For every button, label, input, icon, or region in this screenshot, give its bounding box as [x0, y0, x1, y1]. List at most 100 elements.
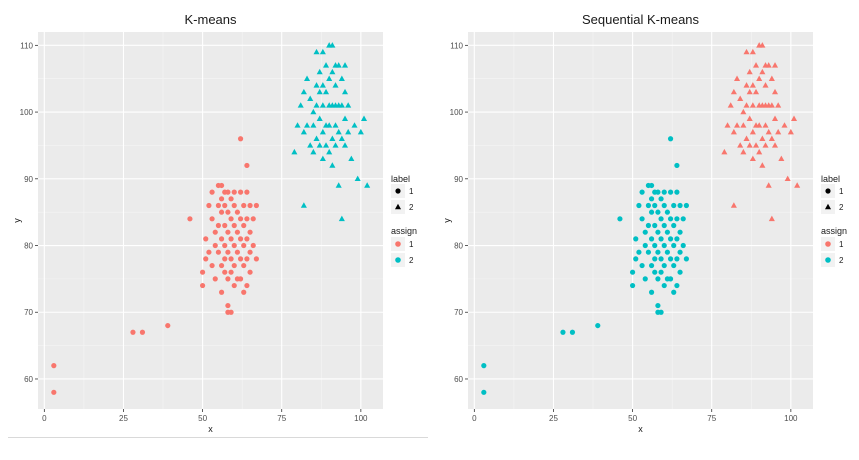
data-point	[655, 189, 661, 195]
data-point	[664, 229, 671, 235]
data-point	[244, 189, 250, 195]
data-point	[222, 242, 228, 249]
data-point	[617, 216, 623, 222]
data-point	[228, 216, 234, 222]
data-point	[771, 142, 779, 148]
gridlines	[38, 32, 383, 409]
data-point	[768, 135, 775, 142]
data-point	[752, 62, 760, 68]
x-tick-label: 0	[472, 414, 477, 423]
data-point	[667, 189, 674, 195]
data-point	[768, 215, 775, 222]
data-point	[364, 182, 371, 188]
data-point	[652, 269, 658, 275]
data-point	[743, 82, 750, 88]
data-point	[661, 222, 667, 229]
data-point	[633, 236, 639, 242]
data-point	[228, 236, 234, 242]
data-point	[241, 289, 247, 295]
data-point	[762, 142, 769, 148]
data-point	[244, 216, 250, 222]
data-point	[671, 242, 677, 249]
data-point	[655, 229, 661, 235]
data-point	[228, 196, 234, 202]
data-point	[721, 148, 728, 155]
data-point	[740, 122, 747, 128]
data-point	[338, 135, 345, 142]
data-point	[648, 289, 655, 295]
legend-key-color-1	[825, 241, 831, 247]
data-point	[652, 222, 658, 229]
data-point	[746, 142, 753, 148]
data-point	[250, 216, 256, 222]
data-point	[187, 216, 193, 222]
y-tick-label: 100	[450, 108, 464, 117]
data-point	[658, 236, 664, 242]
data-point	[130, 329, 136, 335]
data-point	[756, 148, 763, 155]
data-point	[234, 209, 241, 215]
data-point	[671, 262, 677, 269]
data-point	[326, 148, 333, 155]
data-point	[199, 282, 206, 289]
data-point	[225, 249, 231, 255]
chart-title: Sequential K-means	[582, 12, 700, 27]
data-point	[228, 269, 234, 275]
sequential-kmeans-scatter-plot: Sequential K-means 0 25 50 75 100 60 70 80 90 100 1…	[442, 12, 847, 434]
data-point	[771, 115, 779, 121]
data-point	[636, 202, 642, 209]
data-point	[212, 276, 218, 282]
data-point	[351, 122, 358, 128]
data-point	[206, 249, 212, 255]
data-point	[341, 88, 349, 95]
data-point	[307, 142, 314, 148]
legend-assign-text: 2	[839, 256, 844, 265]
data-point	[648, 236, 655, 242]
data-point	[664, 209, 671, 215]
data-point	[683, 202, 689, 209]
data-point	[787, 128, 794, 135]
legend-assign-text: 2	[409, 256, 414, 265]
data-point	[313, 102, 320, 108]
series-label-2	[291, 42, 371, 222]
data-point	[329, 135, 336, 142]
data-point	[319, 102, 326, 108]
data-point	[326, 75, 333, 81]
data-point	[316, 68, 323, 75]
data-point	[756, 75, 763, 81]
data-point	[683, 256, 689, 262]
data-point	[765, 62, 772, 68]
data-point	[730, 202, 737, 208]
data-point	[737, 95, 744, 101]
data-point	[677, 202, 683, 209]
legend-assign-text: 1	[409, 240, 414, 249]
x-tick-label: 25	[119, 414, 128, 423]
data-point	[661, 282, 667, 289]
data-point	[228, 256, 234, 262]
data-point	[775, 102, 782, 108]
data-point	[313, 82, 320, 88]
legend-key-circle	[825, 188, 831, 194]
data-point	[319, 82, 326, 88]
data-point	[784, 175, 791, 182]
data-point	[667, 236, 674, 242]
data-point	[762, 122, 769, 128]
legend: label 1 2 assign 1 2	[391, 174, 417, 267]
data-point	[313, 135, 320, 142]
y-tick-label: 60	[454, 375, 463, 384]
data-point	[674, 162, 680, 169]
data-point	[677, 269, 683, 275]
data-point	[244, 236, 250, 242]
data-point	[319, 48, 326, 55]
x-tick-label: 75	[277, 414, 286, 423]
data-point	[658, 269, 664, 275]
data-point	[749, 82, 756, 88]
data-point	[231, 242, 237, 249]
data-point	[674, 282, 680, 289]
data-point	[746, 115, 753, 121]
data-point	[247, 249, 253, 255]
data-point	[335, 182, 342, 188]
data-points	[481, 42, 801, 395]
legend-label-text: 1	[839, 187, 844, 196]
data-point	[237, 236, 244, 242]
